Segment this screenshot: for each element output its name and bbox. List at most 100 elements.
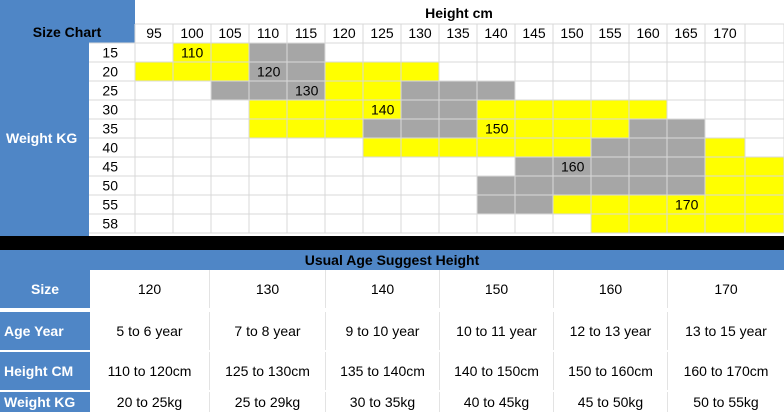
height-column-label: 150 — [560, 25, 584, 41]
band-cell-120 — [287, 43, 325, 62]
size-chart-svg: Size Chart Height cm 95 100 105 110 115 120 125 1… — [0, 0, 784, 236]
band-cell-160 — [629, 157, 667, 176]
band-cell-160 — [591, 138, 629, 157]
band-cell-170 — [745, 176, 784, 195]
table-row-weight: Weight KG 20 to 25kg 25 to 29kg 30 to 35… — [0, 392, 784, 412]
band-cell-150 — [553, 100, 591, 119]
weight-row-label: 50 — [102, 178, 118, 194]
band-cell-120 — [249, 43, 287, 62]
band-cell-150 — [401, 138, 439, 157]
row-header: Size — [0, 270, 90, 308]
corner-label: Size Chart — [33, 24, 102, 40]
weight-row-label: 35 — [102, 121, 118, 137]
band-cell-160 — [477, 195, 515, 214]
band-cell-170 — [705, 195, 745, 214]
band-cell-140 — [401, 119, 439, 138]
height-column-label: 155 — [598, 25, 622, 41]
band-cell-150 — [515, 138, 553, 157]
weight-row-label: 15 — [102, 45, 118, 61]
table-cell: 12 to 13 year — [554, 312, 668, 350]
band-cell-170 — [745, 195, 784, 214]
height-column-label: 125 — [370, 25, 394, 41]
band-cell-150 — [553, 119, 591, 138]
table-cell: 160 to 170cm — [683, 363, 769, 379]
height-column-label: 140 — [484, 25, 508, 41]
table-cell: 20 to 25kg — [90, 392, 210, 412]
height-column-label: 110 — [257, 25, 280, 41]
table-cell: 25 to 29kg — [210, 392, 326, 412]
table-cell: 160 — [554, 270, 668, 308]
table-cell: 13 to 15 year — [685, 323, 767, 339]
band-cell-130 — [325, 100, 363, 119]
band-cell-120 — [287, 62, 325, 81]
row-header: Weight KG — [0, 392, 90, 412]
table-row-size: Size 120 130 140 150 160 170 — [0, 270, 784, 308]
band-cell-170 — [667, 214, 705, 233]
band-cell-130 — [363, 62, 401, 81]
table-cell: 40 to 45kg — [440, 392, 554, 412]
height-column-label: 115 — [295, 25, 318, 41]
table-cell: 5 to 6 year — [90, 312, 210, 350]
table-cell: 170 — [714, 281, 738, 297]
band-cell-160 — [667, 176, 705, 195]
height-column-label: 130 — [408, 25, 432, 41]
weight-row-label: 25 — [102, 83, 118, 99]
table-cell: 150 — [440, 270, 554, 308]
band-label-160: 160 — [561, 159, 585, 175]
band-cell-170 — [705, 138, 745, 157]
band-cell-130 — [325, 119, 363, 138]
table-cell: 135 to 140cm — [326, 352, 440, 390]
band-cell-130 — [249, 119, 287, 138]
band-cell-150 — [591, 100, 629, 119]
weight-row-label: 30 — [102, 102, 118, 118]
height-title: Height cm — [425, 5, 493, 21]
band-cell-150 — [439, 138, 477, 157]
size-chart-grid: Size Chart Height cm 95 100 105 110 115 120 125 1… — [0, 0, 784, 236]
height-column-label: 160 — [636, 25, 660, 41]
band-cell-160 — [591, 157, 629, 176]
band-cell-110 — [135, 62, 173, 81]
band-cell-160 — [667, 157, 705, 176]
band-cell-150 — [591, 119, 629, 138]
band-label-120: 120 — [257, 64, 281, 80]
band-cell-110 — [173, 62, 211, 81]
band-cell-160 — [667, 138, 705, 157]
table-cell: 125 to 130cm — [210, 352, 326, 390]
table-cell: 150 to 160cm — [554, 352, 668, 390]
band-cell-150 — [477, 138, 515, 157]
band-label-170: 170 — [675, 197, 699, 213]
band-cell-170 — [745, 157, 784, 176]
section-divider — [0, 236, 784, 250]
band-cell-160 — [515, 176, 553, 195]
band-cell-140 — [401, 81, 439, 100]
height-column-label: 145 — [522, 25, 546, 41]
band-cell-150 — [477, 119, 515, 138]
row-header: Height CM — [0, 352, 90, 390]
band-cell-170 — [745, 214, 784, 233]
band-cell-130 — [287, 100, 325, 119]
band-cell-130 — [325, 81, 363, 100]
band-cell-160 — [629, 119, 667, 138]
band-cell-170 — [591, 214, 629, 233]
band-label-110: 110 — [181, 45, 204, 61]
table-cell: 140 to 150cm — [440, 352, 554, 390]
band-cell-150 — [629, 100, 667, 119]
table-cell: 30 to 35kg — [326, 392, 440, 412]
age-table-title: Usual Age Suggest Height — [0, 250, 784, 270]
band-cell-140 — [439, 100, 477, 119]
band-cell-150 — [477, 100, 515, 119]
band-cell-170 — [553, 195, 591, 214]
weight-row-label: 45 — [102, 159, 118, 175]
band-cell-130 — [363, 81, 401, 100]
band-cell-130 — [287, 119, 325, 138]
band-cell-140 — [401, 100, 439, 119]
height-column-label: 170 — [713, 25, 737, 41]
band-cell-160 — [553, 157, 591, 176]
band-cell-160 — [629, 138, 667, 157]
weight-row-label: 58 — [102, 216, 118, 232]
table-row-height: Height CM 110 to 120cm 125 to 130cm 135 … — [0, 352, 784, 390]
weight-row-label: 20 — [102, 64, 118, 80]
height-column-label: 165 — [674, 25, 698, 41]
band-cell-130 — [249, 100, 287, 119]
band-cell-160 — [515, 195, 553, 214]
